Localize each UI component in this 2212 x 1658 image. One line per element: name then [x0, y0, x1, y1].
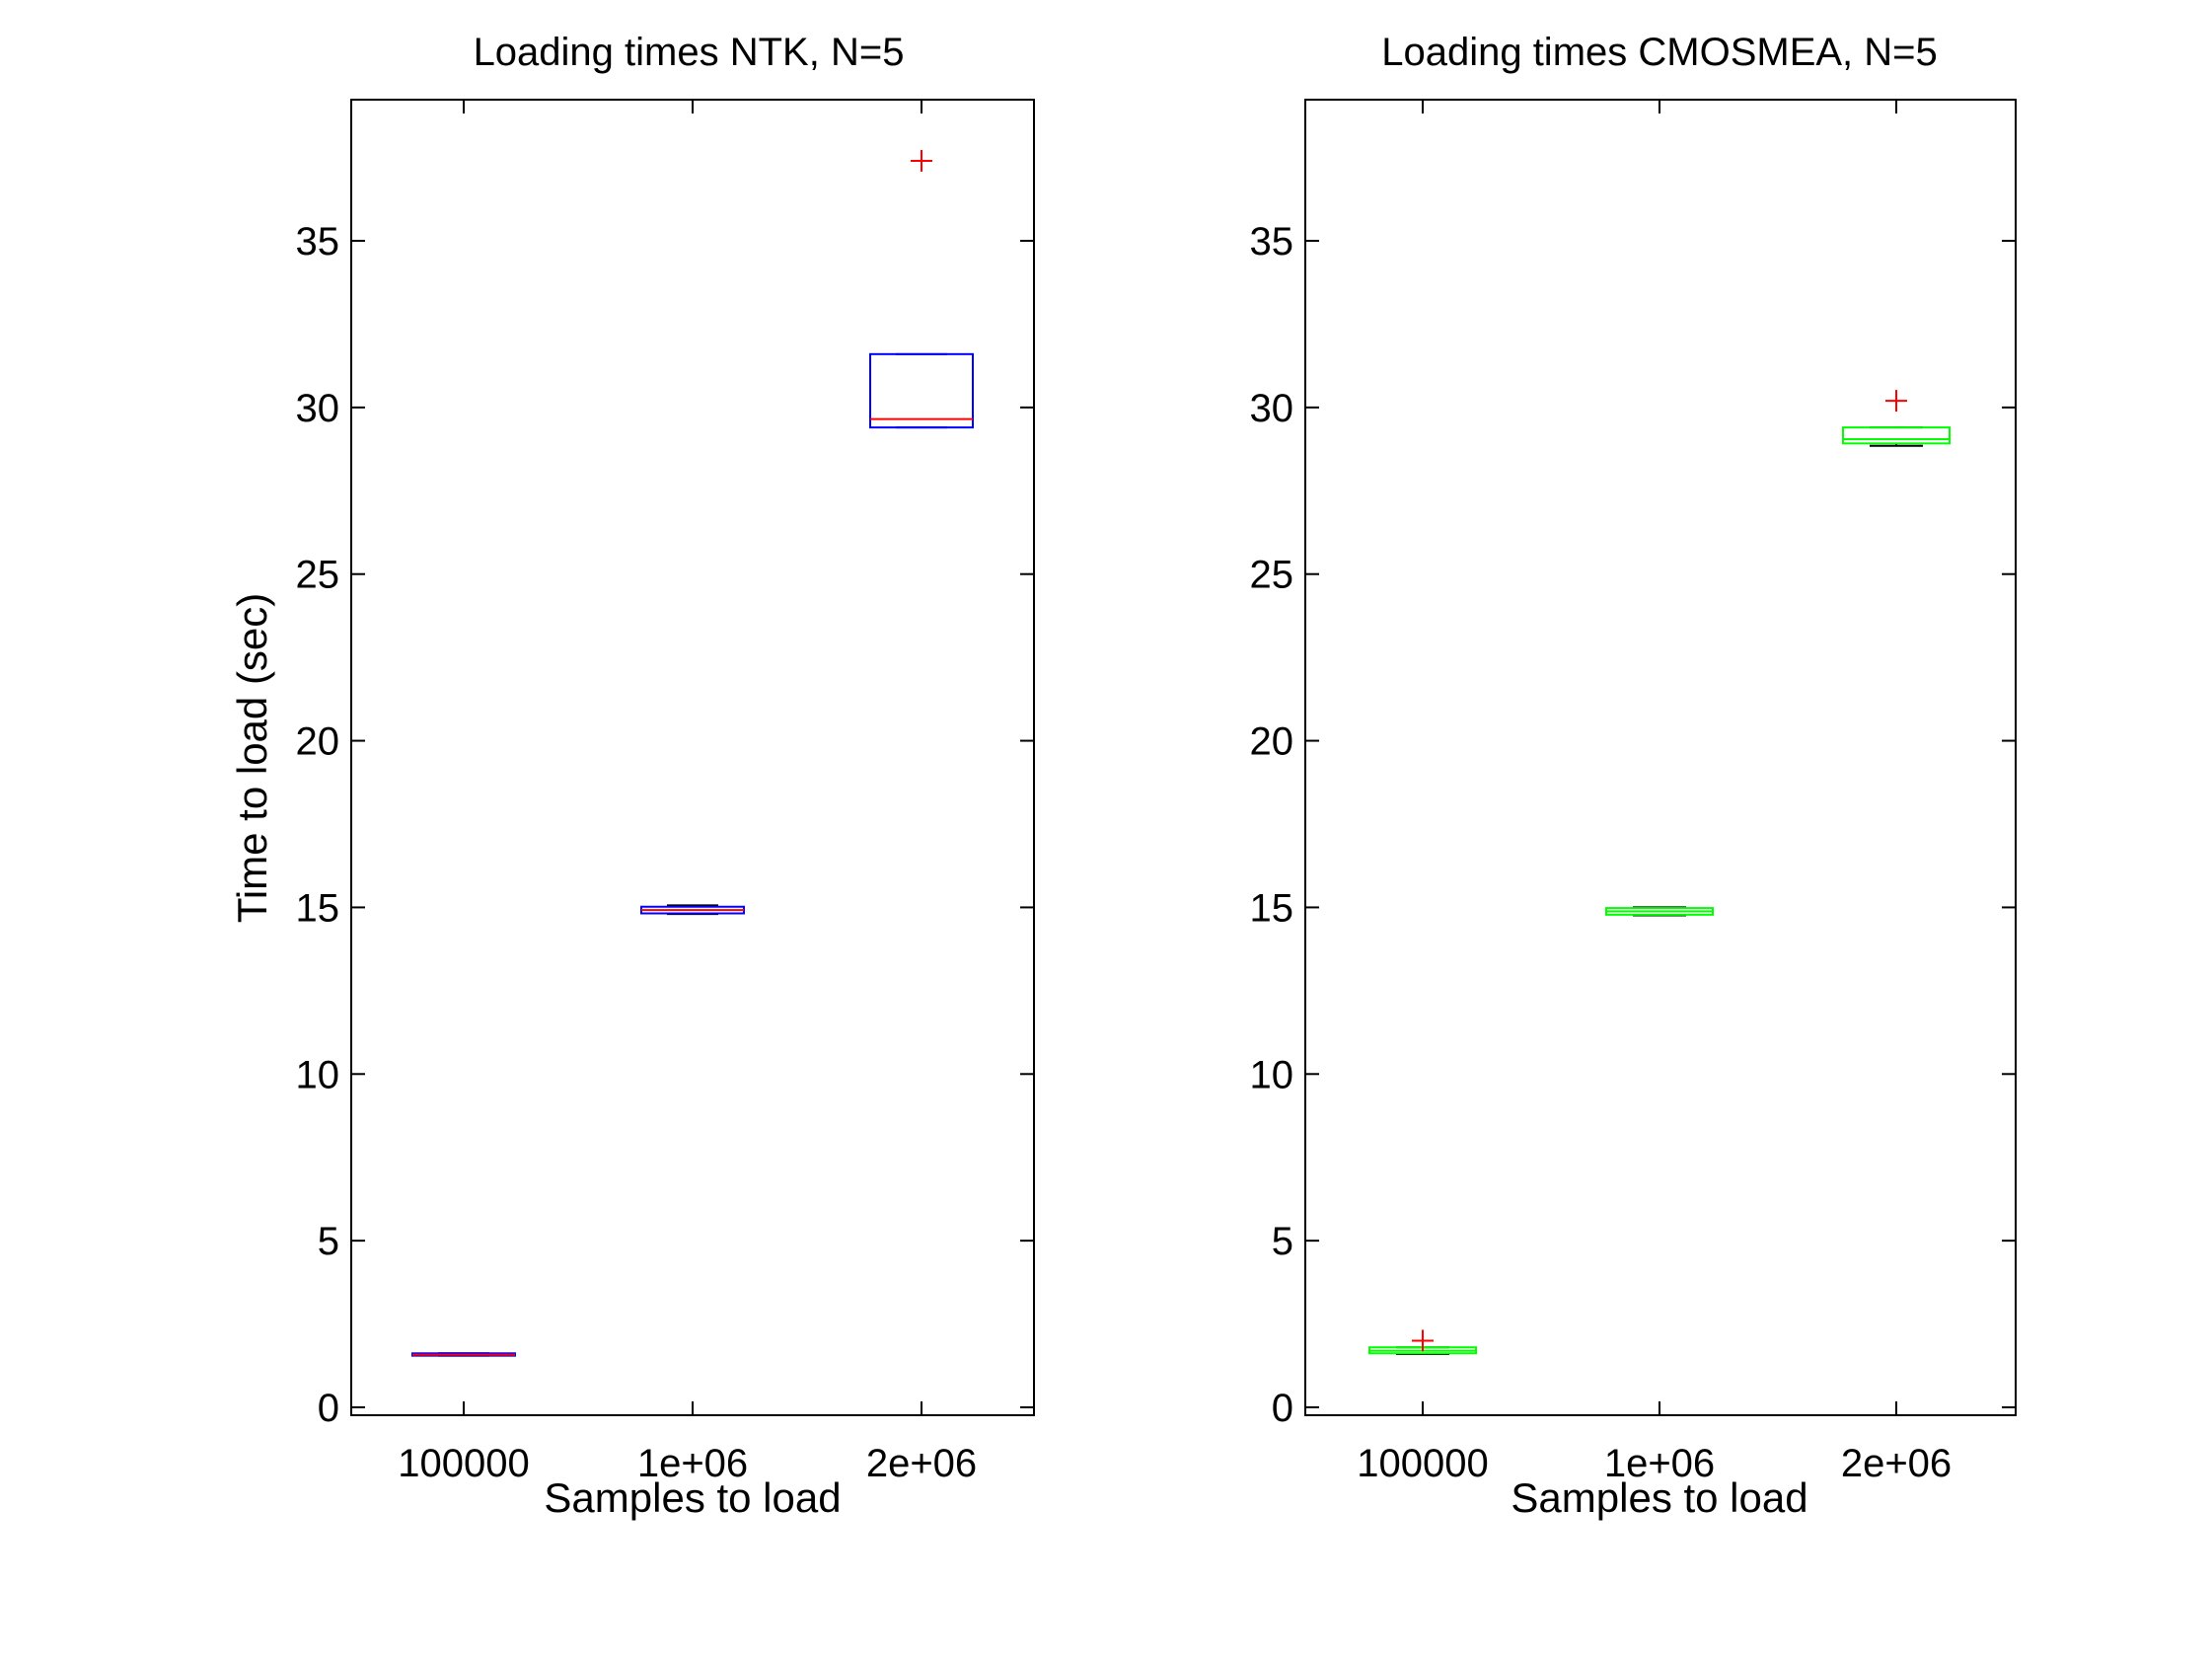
y-tick-label: 20 [296, 720, 340, 764]
y-tick-label: 5 [318, 1220, 339, 1263]
y-tick-label: 35 [296, 220, 340, 264]
x-tick-label: 1e+06 [1604, 1442, 1715, 1485]
y-tick-label: 0 [318, 1387, 339, 1430]
box [869, 352, 974, 429]
box-100000 [411, 1352, 516, 1357]
box-2e+06 [1842, 390, 1951, 447]
y-tick-label: 20 [1250, 720, 1294, 764]
y-tick-label: 15 [296, 886, 340, 930]
x-axis-label: Samples to load [544, 1474, 841, 1521]
y-tick-label: 25 [1250, 554, 1294, 597]
y-tick-label: 10 [1250, 1053, 1294, 1096]
chart-title: Loading times NTK, N=5 [474, 31, 905, 74]
x-axis-label: Samples to load [1511, 1474, 1807, 1521]
chart-title: Loading times CMOSMEA, N=5 [1381, 31, 1938, 74]
y-axis-label: Time to load (sec) [229, 593, 275, 924]
plot-area [1368, 390, 1951, 1355]
x-axis: 100000 1e+06 2e+06 [1357, 100, 1952, 1485]
outlier [911, 149, 932, 172]
box-1e+06 [640, 904, 745, 916]
outlier [1412, 1329, 1434, 1352]
x-tick-label: 2e+06 [866, 1442, 977, 1485]
panel-cmosmea: Loading times CMOSMEA, N=5 0 5 10 15 20 25 30 3… [1250, 31, 2017, 1521]
x-tick-label: 1e+06 [637, 1442, 748, 1485]
box [1842, 426, 1951, 445]
box-1e+06 [1605, 906, 1714, 917]
y-tick-label: 10 [296, 1053, 340, 1096]
box-2e+06 [869, 149, 974, 429]
x-tick-label: 2e+06 [1841, 1442, 1952, 1485]
y-tick-label: 5 [1272, 1220, 1293, 1263]
outlier [1885, 390, 1907, 413]
y-tick-label: 30 [296, 387, 340, 430]
x-tick-label: 100000 [1357, 1442, 1488, 1485]
y-axis: 0 5 10 15 20 25 30 35 [1250, 220, 2016, 1430]
y-tick-label: 0 [1272, 1387, 1293, 1430]
y-tick-label: 30 [1250, 387, 1294, 430]
y-tick-label: 15 [1250, 886, 1294, 930]
y-tick-label: 35 [1250, 220, 1294, 264]
plot-area [411, 149, 974, 1357]
x-axis: 100000 1e+06 2e+06 [398, 100, 977, 1485]
y-axis: 0 5 10 15 20 25 30 35 [296, 220, 1034, 1430]
x-tick-label: 100000 [398, 1442, 529, 1485]
panel-ntk: Loading times NTK, N=5 0 5 10 15 20 25 30 35 10… [229, 31, 1035, 1521]
y-tick-label: 25 [296, 554, 340, 597]
box-100000 [1368, 1329, 1477, 1355]
